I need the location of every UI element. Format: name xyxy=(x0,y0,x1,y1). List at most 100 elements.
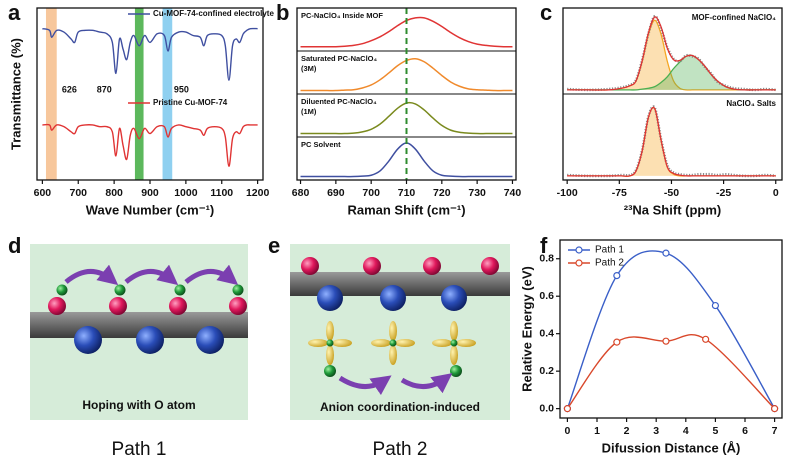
data-line xyxy=(42,123,258,167)
x-tick-label: 1200 xyxy=(246,187,270,199)
na-ion xyxy=(174,284,186,296)
x-tick-label: 1100 xyxy=(210,187,233,199)
series-label: (1M) xyxy=(301,107,317,116)
x-tick-label: 5 xyxy=(712,425,718,437)
arrow xyxy=(338,375,392,396)
x-tick-label: 7 xyxy=(772,425,778,437)
row-label: MOF-confined NaClO₄ xyxy=(692,13,776,22)
band xyxy=(134,8,144,180)
o-atom xyxy=(229,297,247,315)
x-tick-label: -25 xyxy=(716,187,731,199)
panel-label: f xyxy=(540,233,548,258)
legend-label: Path 1 xyxy=(595,245,624,256)
x-tick-label: 0 xyxy=(564,425,570,437)
metal-atom xyxy=(380,285,406,311)
o-atom xyxy=(423,257,441,275)
y-tick-label: 0.8 xyxy=(539,253,554,265)
data-point xyxy=(662,337,670,345)
diagram-background xyxy=(290,244,510,420)
annotation: 626 xyxy=(62,84,77,94)
arrows xyxy=(64,264,239,286)
legend-label: Pristine Cu-MOF-74 xyxy=(153,98,228,107)
o-atom xyxy=(301,257,319,275)
na-ion xyxy=(450,365,462,377)
arrow xyxy=(124,264,179,286)
metal-atom xyxy=(196,326,224,354)
na-ion xyxy=(324,365,336,377)
na-ion xyxy=(232,284,244,296)
x-axis-label: Wave Number (cm⁻¹) xyxy=(86,202,214,217)
plot-frame xyxy=(559,239,783,419)
x-tick-label: 600 xyxy=(34,187,52,199)
anion xyxy=(432,321,476,365)
x-tick-label: 2 xyxy=(624,425,630,437)
fit-component xyxy=(567,106,776,177)
series-label: Diluented PC-NaClO₄ xyxy=(301,97,377,106)
diagram-caption: Path 2 xyxy=(373,439,428,460)
x-tick-label: 3 xyxy=(653,425,659,437)
x-axis-label: Raman Shift (cm⁻¹) xyxy=(347,202,465,217)
x-tick-label: 1000 xyxy=(174,187,198,199)
diagram-label: Anion coordination-induced xyxy=(320,400,480,414)
o-atom xyxy=(48,297,66,315)
x-tick-label: 900 xyxy=(141,187,159,199)
metal-atoms xyxy=(74,326,224,354)
series-label: PC-NaClO₄ Inside MOF xyxy=(301,11,383,20)
plot-frame xyxy=(36,7,264,181)
arrow xyxy=(64,264,119,286)
y-axis-label: Relative Energy (eV) xyxy=(519,266,534,392)
y-tick-label: 0.6 xyxy=(539,290,554,302)
band xyxy=(45,8,57,180)
annotation: 950 xyxy=(174,84,189,94)
anions xyxy=(308,321,476,365)
o-atom xyxy=(109,297,127,315)
o-atom xyxy=(481,257,499,275)
data-line xyxy=(42,27,258,81)
y-axis-label: Transmittance (%) xyxy=(8,38,23,150)
o-atoms xyxy=(301,257,499,275)
series-label: (3M) xyxy=(301,64,317,73)
diagram-d: d Hoping with O atom Path 1 xyxy=(8,233,248,460)
metal-atom xyxy=(136,326,164,354)
fit-component xyxy=(567,54,776,91)
data-point xyxy=(613,272,621,280)
diagram-caption: Path 1 xyxy=(112,439,167,460)
band xyxy=(162,8,173,180)
plot-frame xyxy=(562,7,783,181)
x-tick-label: 1 xyxy=(594,425,600,437)
x-tick-label: 6 xyxy=(742,425,748,437)
metal-atom xyxy=(317,285,343,311)
panel-label: b xyxy=(276,0,289,25)
data-point xyxy=(662,249,670,257)
plot-frame xyxy=(296,7,517,181)
legend-label: Path 2 xyxy=(595,258,624,269)
x-tick-label: 700 xyxy=(362,187,380,199)
x-tick-label: 720 xyxy=(433,187,451,199)
x-tick-label: -75 xyxy=(612,187,627,199)
y-tick-label: 0.4 xyxy=(539,327,554,339)
x-tick-label: 730 xyxy=(468,187,486,199)
data-line xyxy=(566,334,776,410)
na-ions xyxy=(56,284,244,296)
panel-label: e xyxy=(268,233,280,258)
diagram-e: e Anion coordination-induced Path 2 xyxy=(268,233,510,460)
data-point xyxy=(711,301,720,310)
x-tick-label: 700 xyxy=(69,187,87,199)
x-tick-label: 680 xyxy=(292,187,310,199)
data-point xyxy=(770,405,779,413)
row-label: NaClO₄ Salts xyxy=(726,99,776,108)
data-line xyxy=(566,250,776,409)
o-atom xyxy=(363,257,381,275)
x-tick-label: 710 xyxy=(398,187,416,199)
fit-envelope xyxy=(567,16,776,91)
y-tick-label: 0.2 xyxy=(539,365,554,377)
annotation: 870 xyxy=(97,84,112,94)
anion xyxy=(308,321,352,365)
na-ion xyxy=(56,284,68,296)
arrows xyxy=(338,373,453,396)
metal-atom xyxy=(74,326,102,354)
y-tick-label: 0.0 xyxy=(539,402,554,414)
data-point xyxy=(563,405,572,413)
measured-data xyxy=(567,105,776,178)
